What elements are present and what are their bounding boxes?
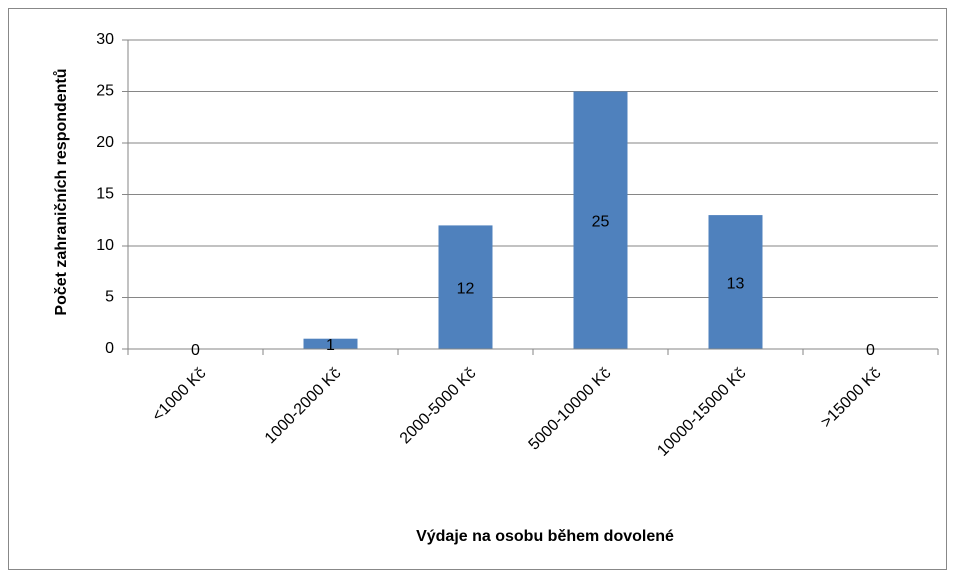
bar <box>708 215 763 349</box>
y-tick-label: 25 <box>96 83 114 100</box>
y-tick-label: 5 <box>105 289 114 306</box>
bar <box>438 225 493 349</box>
y-tick-label: 10 <box>96 237 114 254</box>
bar <box>303 338 358 349</box>
y-tick-label: 30 <box>96 31 114 48</box>
data-label: 12 <box>457 280 475 297</box>
bar <box>573 91 628 349</box>
y-tick-label: 0 <box>105 340 114 357</box>
data-label: 13 <box>727 275 745 292</box>
data-label: 1 <box>326 337 335 354</box>
x-axis-title: Výdaje na osobu během dovolené <box>416 528 674 545</box>
y-tick-label: 20 <box>96 134 114 151</box>
y-tick-label: 15 <box>96 186 114 203</box>
y-axis-title: Počet zahraničních respondentů <box>53 68 70 315</box>
data-label: 0 <box>866 342 875 359</box>
data-label: 0 <box>191 342 200 359</box>
data-label: 25 <box>592 213 610 230</box>
